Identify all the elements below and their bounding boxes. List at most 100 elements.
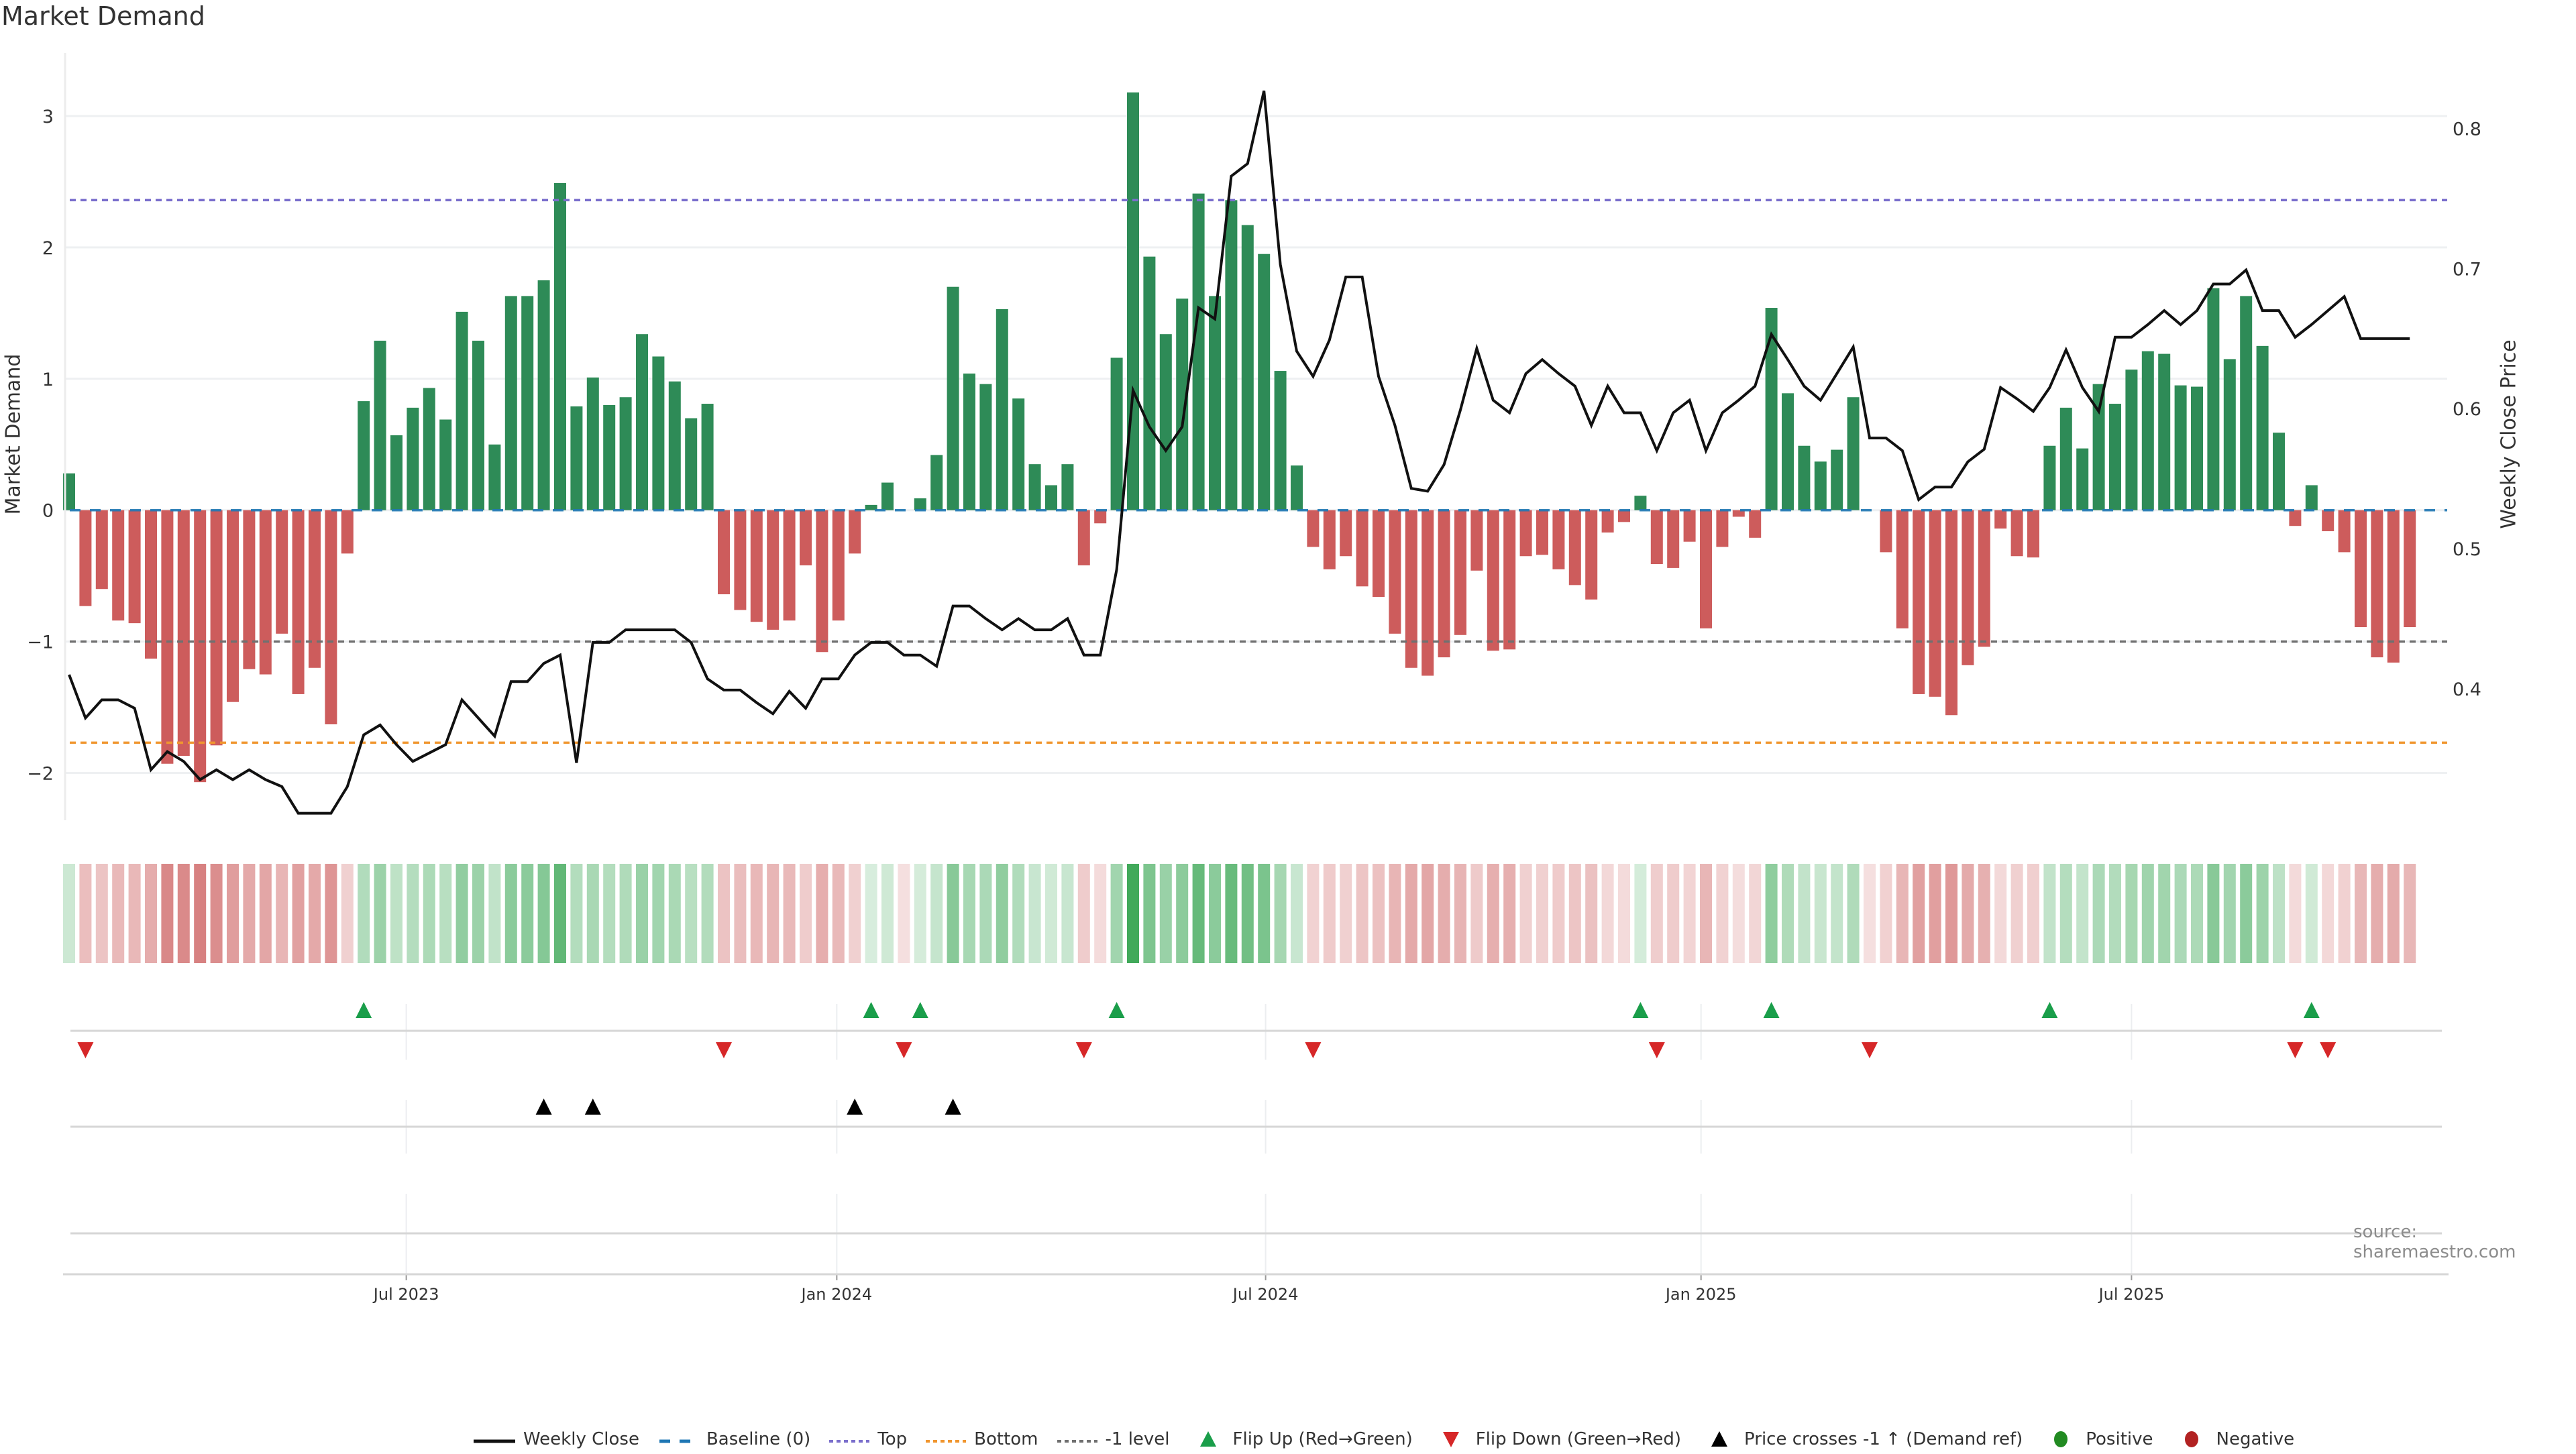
- y-tick-label: 2: [42, 238, 54, 259]
- legend-item-top[interactable]: Top: [828, 1429, 907, 1449]
- y-right-tick-label: 0.8: [2453, 119, 2481, 140]
- legend-item-flip-up[interactable]: Flip Up (Red→Green): [1187, 1429, 1413, 1449]
- demand-bar: [1536, 510, 1548, 555]
- heatmap-cell: [1602, 864, 1614, 963]
- demand-bar: [96, 510, 108, 590]
- demand-bar: [587, 378, 599, 510]
- heatmap-cell: [587, 864, 599, 963]
- heatmap-cell: [1618, 864, 1630, 963]
- demand-bar: [570, 406, 582, 510]
- heatmap-cell: [2207, 864, 2219, 963]
- legend-item-flip-down[interactable]: Flip Down (Green→Red): [1430, 1429, 1681, 1449]
- demand-bar: [2125, 370, 2137, 510]
- heatmap-cell: [2076, 864, 2088, 963]
- demand-bar: [1569, 510, 1581, 585]
- heatmap-cell: [2306, 864, 2318, 963]
- demand-bar: [1225, 200, 1237, 510]
- demand-bar: [439, 420, 451, 510]
- flip-up-marker: [912, 1002, 928, 1018]
- price-cross-marker: [847, 1099, 863, 1115]
- flip-down-marker: [1305, 1042, 1321, 1058]
- demand-bar: [751, 510, 763, 622]
- demand-bar: [2207, 288, 2219, 510]
- heatmap-cell: [1552, 864, 1564, 963]
- heatmap-cell: [1176, 864, 1188, 963]
- heatmap-cell: [2125, 864, 2137, 963]
- triangle-up-green-icon: [1198, 1429, 1218, 1449]
- demand-bar: [2043, 446, 2055, 510]
- heatmap-cell: [1651, 864, 1663, 963]
- legend-item-price-crosses[interactable]: Price crosses -1 ↑ (Demand ref): [1699, 1429, 2023, 1449]
- demand-bars: [63, 93, 2416, 782]
- demand-bar: [1667, 510, 1679, 568]
- heatmap-cell: [1667, 864, 1679, 963]
- heatmap-cell: [2387, 864, 2400, 963]
- demand-bar: [1275, 371, 1287, 510]
- heatmap-cell: [718, 864, 730, 963]
- demand-bar: [538, 280, 550, 510]
- heatmap-cell: [2355, 864, 2367, 963]
- demand-bar: [456, 312, 468, 510]
- y-right-tick-label: 0.6: [2453, 399, 2481, 420]
- heatmap-cell: [2339, 864, 2351, 963]
- demand-bar: [2158, 354, 2170, 510]
- legend-line-dashed-icon: [657, 1433, 698, 1446]
- heatmap-cell: [1749, 864, 1761, 963]
- demand-bar: [914, 498, 926, 510]
- heatmap-cell: [1061, 864, 1073, 963]
- heatmap-cell: [276, 864, 288, 963]
- heatmap-cell: [472, 864, 484, 963]
- heatmap-cell: [227, 864, 239, 963]
- demand-bar: [145, 510, 157, 659]
- demand-bar: [2387, 510, 2400, 663]
- demand-bar: [1111, 357, 1123, 510]
- heatmap-cell: [1324, 864, 1336, 963]
- heatmap-cell: [1094, 864, 1106, 963]
- heatmap-cell: [1389, 864, 1401, 963]
- legend-item-baseline[interactable]: Baseline (0): [657, 1429, 810, 1449]
- heatmap-cell: [341, 864, 354, 963]
- heatmap-cell: [833, 864, 845, 963]
- demand-bar: [1651, 510, 1663, 564]
- legend-item-minus-one[interactable]: -1 level: [1056, 1429, 1170, 1449]
- demand-bar: [554, 183, 566, 510]
- heatmap-cell: [488, 864, 500, 963]
- heatmap-cell: [292, 864, 305, 963]
- demand-bar: [947, 287, 959, 510]
- heatmap-cell: [702, 864, 714, 963]
- heatmap-cell: [881, 864, 894, 963]
- demand-bar: [1209, 296, 1221, 510]
- marker-panels: [70, 1004, 2442, 1274]
- flip-up-marker: [356, 1002, 372, 1018]
- heatmap-cell: [914, 864, 926, 963]
- demand-bar: [79, 510, 91, 606]
- demand-bar: [1160, 334, 1172, 510]
- demand-bar: [1782, 393, 1794, 510]
- heatmap-cell: [767, 864, 779, 963]
- heatmap-cell: [1684, 864, 1696, 963]
- demand-bar: [194, 510, 206, 782]
- heatmap-cell: [456, 864, 468, 963]
- demand-bar: [407, 408, 419, 510]
- legend-line-dotted-icon: [828, 1433, 869, 1446]
- y-tick-label: −2: [27, 763, 54, 784]
- legend-item-weekly-close[interactable]: Weekly Close: [474, 1429, 639, 1449]
- price-cross-marker: [585, 1099, 601, 1115]
- heatmap-cell: [1634, 864, 1646, 963]
- flip-down-marker: [2320, 1042, 2336, 1058]
- heatmap-cell: [2289, 864, 2301, 963]
- legend-item-bottom[interactable]: Bottom: [924, 1429, 1038, 1449]
- demand-bar: [979, 384, 991, 510]
- legend-item-positive[interactable]: Positive: [2040, 1429, 2153, 1449]
- demand-bar: [1258, 254, 1270, 510]
- heatmap-cell: [439, 864, 451, 963]
- y-tick-label: −1: [27, 632, 54, 653]
- heatmap-cell: [2240, 864, 2252, 963]
- heatmap-cell: [309, 864, 321, 963]
- heatmap-cell: [898, 864, 910, 963]
- demand-bar: [620, 397, 632, 510]
- demand-bar: [1356, 510, 1368, 587]
- demand-bar: [1552, 510, 1564, 569]
- legend-item-negative[interactable]: Negative: [2171, 1429, 2295, 1449]
